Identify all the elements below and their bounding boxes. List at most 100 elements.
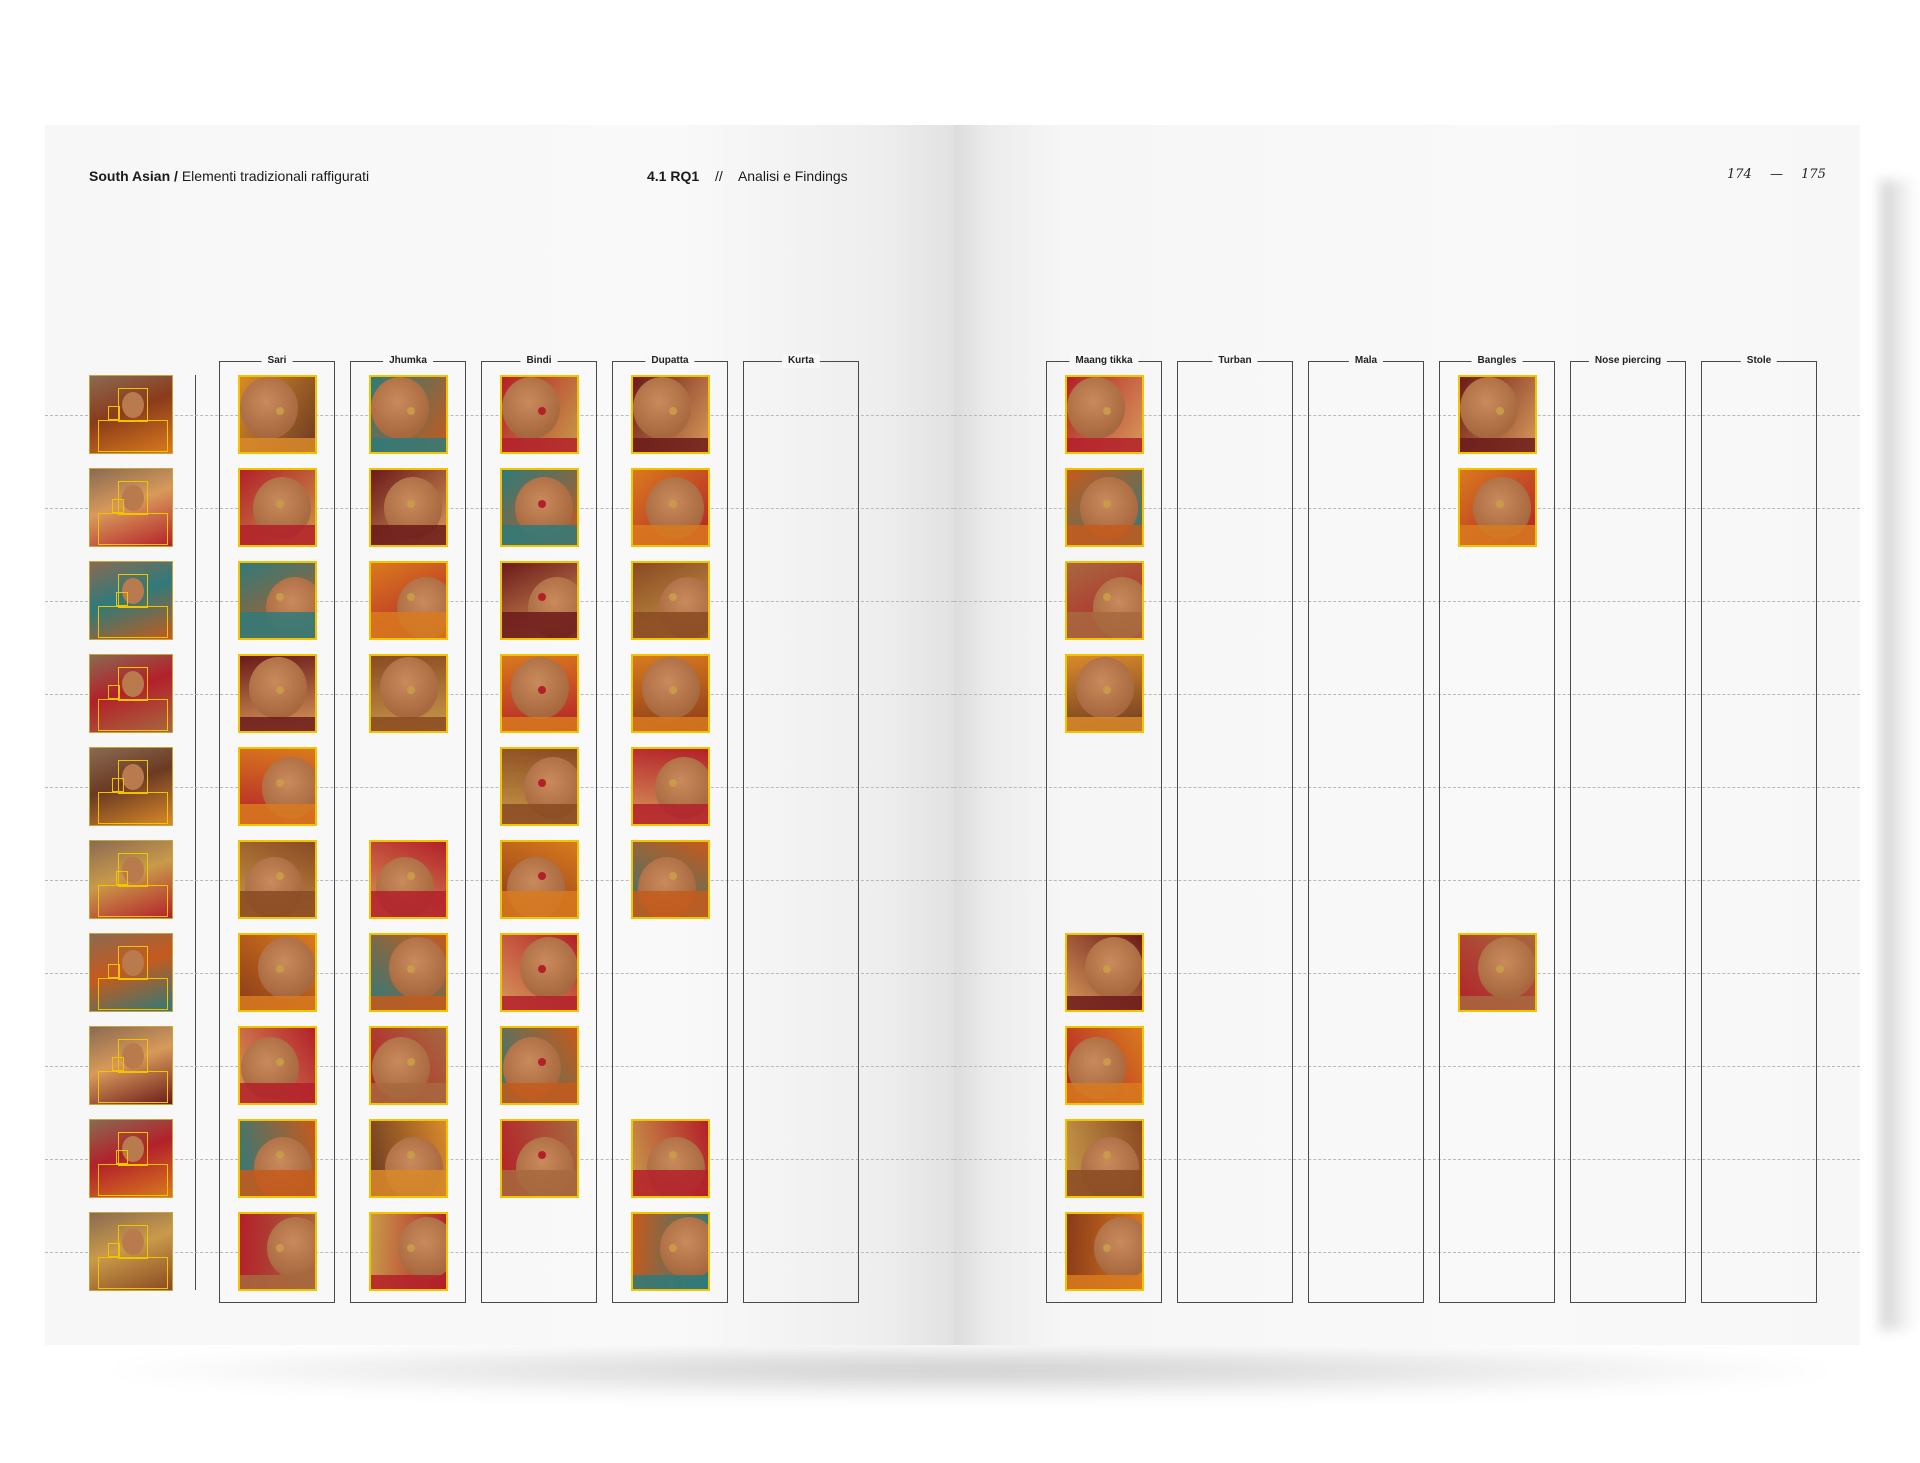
fabric-shape — [633, 891, 708, 917]
column-maang-tikka: Maang tikka — [1046, 354, 1162, 1303]
reference-portrait — [89, 1212, 173, 1291]
left-page: South Asian / Elementi tradizionali raff… — [45, 125, 954, 1345]
fabric-shape — [371, 891, 446, 917]
crop-dupatta — [631, 1212, 710, 1291]
jewel-shape — [276, 1151, 284, 1159]
crop-bindi — [500, 468, 579, 547]
row-guide — [954, 973, 1860, 974]
skin-shape — [520, 937, 577, 999]
jewel-shape — [407, 1058, 415, 1066]
detection-box — [118, 481, 148, 515]
face-shape — [122, 1229, 144, 1255]
row-guide — [954, 601, 1860, 602]
detection-box — [98, 978, 168, 1010]
column-label: Mala — [1348, 354, 1384, 368]
jewel-shape — [1103, 500, 1111, 508]
column-mala: Mala — [1308, 354, 1424, 1303]
crop-jhumka — [369, 375, 448, 454]
row-guide — [954, 1159, 1860, 1160]
column-label: Kurta — [781, 354, 821, 368]
skin-shape — [398, 1217, 446, 1279]
reference-portrait — [89, 654, 173, 733]
section-header: South Asian / Elementi tradizionali raff… — [89, 168, 369, 184]
crop-jhumka — [369, 933, 448, 1012]
fabric-shape — [502, 525, 577, 545]
fabric-shape — [371, 438, 446, 452]
row-guide — [45, 601, 954, 602]
detection-box — [118, 574, 148, 608]
fabric-shape — [633, 525, 708, 545]
crop-sari — [238, 375, 317, 454]
jewel-shape — [276, 500, 284, 508]
face-shape — [122, 950, 144, 976]
reference-portrait — [89, 561, 173, 640]
chapter-title: Analisi e Findings — [737, 168, 848, 184]
face-shape — [122, 764, 144, 790]
column-nose-piercing: Nose piercing — [1570, 354, 1686, 1303]
fabric-shape — [1067, 717, 1142, 731]
jewel-shape — [538, 1151, 546, 1159]
fabric-shape — [240, 804, 315, 824]
column-dupatta: Dupatta — [612, 354, 728, 1303]
fabric-shape — [240, 1275, 315, 1289]
detection-box — [116, 592, 128, 606]
crop-dupatta — [631, 654, 710, 733]
skin-shape — [660, 1217, 708, 1279]
page-numbers: 174 — 175 — [1727, 167, 1826, 182]
jewel-shape — [407, 872, 415, 880]
fabric-shape — [240, 996, 315, 1010]
column-label: Dupatta — [645, 354, 695, 368]
section-label: South Asian / — [89, 168, 178, 184]
skin-shape — [1478, 937, 1535, 999]
crop-maang-tikka — [1065, 654, 1144, 733]
crop-bangles — [1458, 468, 1537, 547]
detection-box — [108, 406, 120, 420]
crop-jhumka — [369, 840, 448, 919]
skin-shape — [1094, 1217, 1142, 1279]
column-stole: Stole — [1701, 354, 1817, 1303]
jewel-shape — [538, 779, 546, 787]
fabric-shape — [240, 612, 315, 638]
fabric-shape — [1460, 996, 1535, 1010]
jewel-shape — [1103, 1151, 1111, 1159]
column-label: Maang tikka — [1069, 354, 1139, 368]
page-number-left: 174 — [1727, 167, 1752, 182]
detection-box — [112, 778, 124, 792]
row-guide — [954, 508, 1860, 509]
face-shape — [122, 485, 144, 511]
crop-maang-tikka — [1065, 933, 1144, 1012]
jewel-shape — [276, 593, 284, 601]
jewel-shape — [276, 779, 284, 787]
detection-box — [118, 667, 148, 701]
jewel-shape — [276, 1244, 284, 1252]
page-number-dash: — — [1769, 167, 1783, 182]
fabric-shape — [371, 996, 446, 1010]
jewel-shape — [1103, 965, 1111, 973]
face-shape — [122, 392, 144, 418]
jewel-shape — [407, 686, 415, 694]
crop-bindi — [500, 561, 579, 640]
fabric-shape — [1067, 612, 1142, 638]
jewel-shape — [669, 686, 677, 694]
crop-bangles — [1458, 933, 1537, 1012]
crop-jhumka — [369, 561, 448, 640]
page-number-right: 175 — [1801, 167, 1826, 182]
jewel-shape — [1103, 686, 1111, 694]
detection-box — [98, 513, 168, 545]
fabric-shape — [502, 891, 577, 917]
jewel-shape — [1496, 965, 1504, 973]
fabric-shape — [502, 1170, 577, 1196]
fabric-shape — [371, 1170, 446, 1196]
jewel-shape — [1103, 1244, 1111, 1252]
crop-maang-tikka — [1065, 1026, 1144, 1105]
crop-sari — [238, 747, 317, 826]
fabric-shape — [1067, 996, 1142, 1010]
jewel-shape — [407, 965, 415, 973]
detection-box — [98, 606, 168, 638]
column-label: Nose piercing — [1588, 354, 1668, 368]
column-kurta: Kurta — [743, 354, 859, 1303]
column-label: Jhumka — [383, 354, 433, 368]
crop-bindi — [500, 747, 579, 826]
row-guide — [45, 1252, 954, 1253]
column-bindi: Bindi — [481, 354, 597, 1303]
